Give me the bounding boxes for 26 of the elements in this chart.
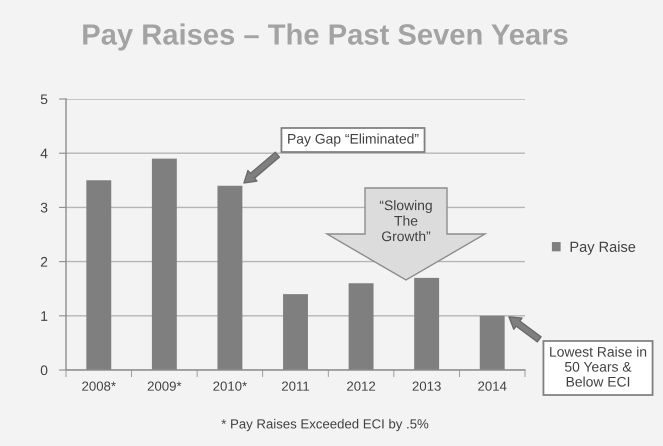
chart-title: Pay Raises – The Past Seven Years [83, 23, 568, 51]
y-tick-label: 5 [40, 94, 48, 104]
x-tick-label: 2008* [82, 381, 116, 391]
y-tick-label: 3 [40, 202, 48, 213]
x-tick-label: 2014 [478, 381, 507, 391]
annotation: “Slowing The Growth” [380, 200, 432, 242]
x-tick-label: 2009* [148, 381, 182, 391]
bar [217, 186, 242, 370]
bar [86, 180, 112, 370]
bar [283, 294, 308, 370]
text: * Pay Raises Exceeded ECI by .5% [221, 418, 428, 432]
x-tick-label: 2012 [347, 381, 376, 391]
y-tick-label: 2 [40, 256, 48, 267]
y-tick-label: 0 [40, 365, 48, 376]
annotation: Pay Gap “Eliminated” [288, 134, 418, 146]
bar [348, 283, 374, 370]
text: Lowest Raise in 50 Years & Below ECI [550, 346, 646, 387]
x-tick-label: 2013 [412, 381, 441, 391]
x-tick-label: 2010* [213, 381, 247, 391]
bar [480, 316, 505, 370]
legend-label: Pay Raise [570, 241, 636, 255]
x-tick-label: 2011 [282, 381, 310, 391]
y-tick-label: 1 [41, 311, 48, 321]
y-tick-label: 4 [40, 148, 48, 158]
bar [152, 158, 177, 370]
bar [414, 278, 440, 370]
